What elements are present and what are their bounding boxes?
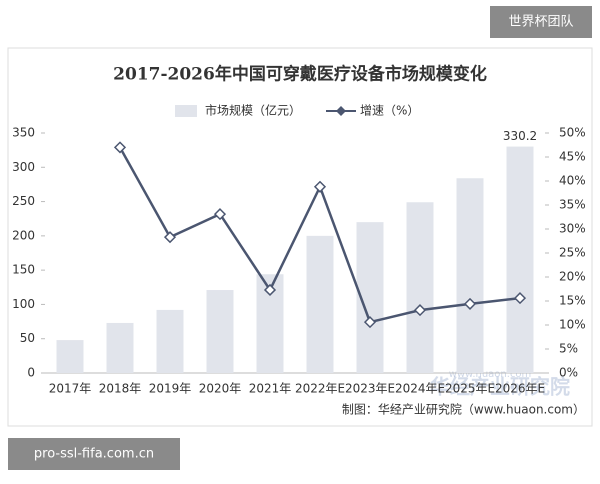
line-marker [463,297,477,310]
y2-tick-label: 40% [559,174,586,188]
team-badge [490,6,592,38]
line-marker [213,208,227,221]
y-tick-label: 100 [12,297,35,311]
x-tick-label: 2019年 [149,382,192,396]
y2-tick-label: 50% [559,126,586,140]
bar [406,202,434,373]
chart-title: 2017-2026年中国可穿戴医疗设备市场规模变化 [113,64,487,85]
bar [456,178,484,373]
y2-tick-label: 35% [559,198,586,212]
bar [506,146,534,373]
y-tick-label: 150 [12,263,35,277]
legend-marker [336,106,346,116]
y-tick-label: 200 [12,228,35,242]
bar [206,290,234,373]
x-tick-label: 2020年 [199,382,242,396]
y2-tick-label: 5% [559,342,578,356]
bar-value-label: 330.2 [503,129,537,143]
y-tick-label: 350 [12,126,35,140]
y-tick-label: 300 [12,160,35,174]
watermark-url: www.huaon.com [449,369,532,380]
line-marker [413,304,427,317]
bar [306,235,334,373]
x-tick-label: 2017年 [49,382,92,396]
x-tick-label: 2022年E [295,382,345,396]
bar [106,322,134,373]
y2-tick-label: 10% [559,318,586,332]
url-badge [8,438,180,470]
x-tick-label: 2024年E [395,382,445,396]
x-tick-label: 2025年E [445,382,495,396]
y-tick-label: 0 [27,366,35,380]
bar [156,309,184,373]
y2-tick-label: 20% [559,270,586,284]
line-marker [313,180,327,193]
y2-tick-label: 30% [559,222,586,236]
x-tick-label: 2018年 [99,382,142,396]
line-marker [263,283,277,297]
team-badge-text: 世界杯团队 [508,15,573,30]
x-tick-label: 2021年 [249,382,292,396]
url-badge-text: pro-ssl-fifa.com.cn [34,447,154,462]
bar [56,340,84,373]
x-tick-label: 2023年E [345,382,395,396]
x-tick-label: 2026年E [495,382,545,396]
y2-tick-label: 0% [559,366,578,380]
legend-label: 增速（%） [360,104,419,118]
y2-tick-label: 15% [559,294,586,308]
legend-label: 市场规模（亿元） [205,103,301,118]
y-tick-label: 50 [20,331,35,345]
legend-swatch [175,105,197,117]
line-marker [163,231,177,244]
chart-frame [7,47,593,427]
y2-tick-label: 45% [559,150,586,164]
line-marker [363,316,377,329]
line-marker [513,292,527,305]
y-tick-label: 250 [12,194,35,208]
source-note: 制图：华经产业研究院（www.huaon.com） [342,402,585,417]
y2-tick-label: 25% [559,246,586,260]
watermark: 华经产业研究院 [430,375,570,399]
line-marker [113,141,127,154]
